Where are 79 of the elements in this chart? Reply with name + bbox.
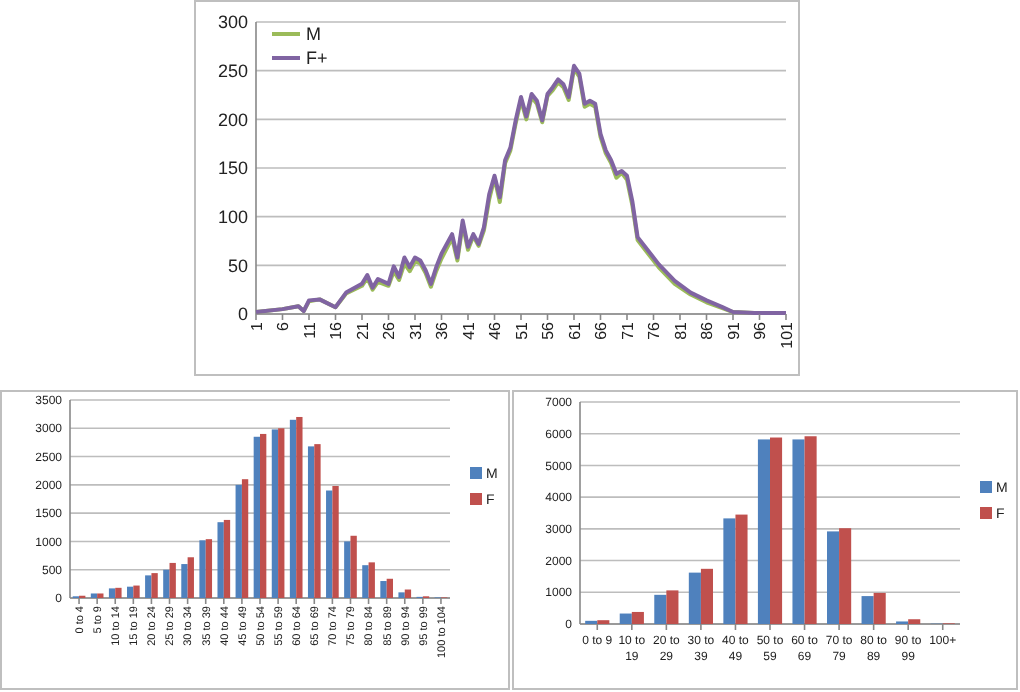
x-tick-label: 11 bbox=[300, 320, 319, 339]
bar bbox=[398, 592, 405, 598]
x-tick-label: 1 bbox=[247, 320, 266, 331]
bar bbox=[260, 433, 267, 598]
y-tick-label: 200 bbox=[217, 109, 248, 130]
x-tick-label: 76 bbox=[645, 320, 664, 340]
x-tick-label: 26 bbox=[380, 320, 399, 340]
legend-label: M bbox=[306, 24, 321, 45]
bar bbox=[151, 573, 158, 598]
bar bbox=[326, 490, 333, 598]
x-tick-label: 81 bbox=[671, 320, 690, 340]
x-tick-label: 51 bbox=[512, 320, 531, 340]
bar bbox=[187, 557, 194, 598]
x-tick-label: 61 bbox=[565, 320, 584, 340]
bar bbox=[770, 437, 783, 624]
bar bbox=[163, 569, 170, 598]
bar bbox=[108, 588, 116, 598]
bar bbox=[839, 528, 852, 624]
x-tick-label: 91 bbox=[724, 320, 743, 340]
bar bbox=[332, 485, 339, 598]
bar bbox=[199, 540, 206, 598]
bar bbox=[688, 572, 701, 624]
bar bbox=[296, 416, 303, 598]
y-tick-label: 300 bbox=[217, 12, 248, 33]
bar bbox=[873, 592, 886, 624]
x-tick-label: 86 bbox=[698, 320, 717, 340]
bar bbox=[792, 439, 805, 624]
bar bbox=[631, 611, 644, 624]
bar bbox=[115, 587, 122, 598]
bar bbox=[619, 613, 632, 624]
bar bbox=[861, 596, 874, 624]
bar bbox=[181, 564, 188, 598]
bar bbox=[205, 539, 213, 598]
bar bbox=[145, 575, 152, 598]
x-tick-label: 66 bbox=[592, 320, 611, 340]
bar bbox=[654, 594, 667, 624]
x-tick-label: 21 bbox=[353, 320, 372, 340]
x-tick-label: 46 bbox=[486, 320, 505, 340]
bar bbox=[804, 436, 817, 624]
x-tick-label: 96 bbox=[751, 320, 770, 340]
x-tick-label: 56 bbox=[539, 320, 558, 340]
bar bbox=[133, 585, 140, 598]
bar bbox=[700, 568, 713, 624]
bar bbox=[723, 518, 736, 624]
y-tick-label: 0 bbox=[237, 304, 248, 325]
bar bbox=[289, 419, 297, 598]
bar bbox=[278, 428, 285, 598]
x-tick-label: 71 bbox=[618, 320, 637, 340]
bar bbox=[368, 562, 375, 598]
bar bbox=[127, 586, 134, 598]
x-tick-label: 16 bbox=[327, 320, 346, 340]
x-tick-label: 101 bbox=[777, 320, 796, 349]
bar bbox=[217, 522, 224, 598]
x-tick-label: 41 bbox=[459, 320, 478, 340]
bar bbox=[344, 541, 351, 598]
x-tick-label: 36 bbox=[433, 320, 452, 340]
bar bbox=[827, 531, 840, 624]
bar bbox=[307, 446, 315, 598]
bar bbox=[223, 519, 231, 598]
x-tick-label: 31 bbox=[406, 320, 425, 340]
y-tick-label: 50 bbox=[227, 255, 248, 276]
bar bbox=[380, 581, 387, 598]
bar bbox=[757, 439, 770, 624]
bar bbox=[350, 535, 357, 598]
x-tick-label: 6 bbox=[274, 320, 293, 331]
y-tick-label: 150 bbox=[217, 158, 248, 179]
y-tick-label: 100 bbox=[217, 206, 248, 227]
bar bbox=[271, 429, 279, 598]
legend-label: F+ bbox=[306, 48, 328, 69]
bar bbox=[314, 444, 321, 598]
bar bbox=[666, 590, 679, 624]
bar bbox=[169, 562, 176, 598]
bar bbox=[241, 479, 249, 598]
bar bbox=[362, 565, 369, 598]
bar bbox=[253, 436, 260, 598]
bar bbox=[235, 484, 242, 598]
bar bbox=[735, 514, 748, 624]
bar bbox=[386, 578, 393, 598]
y-tick-label: 250 bbox=[217, 60, 248, 81]
